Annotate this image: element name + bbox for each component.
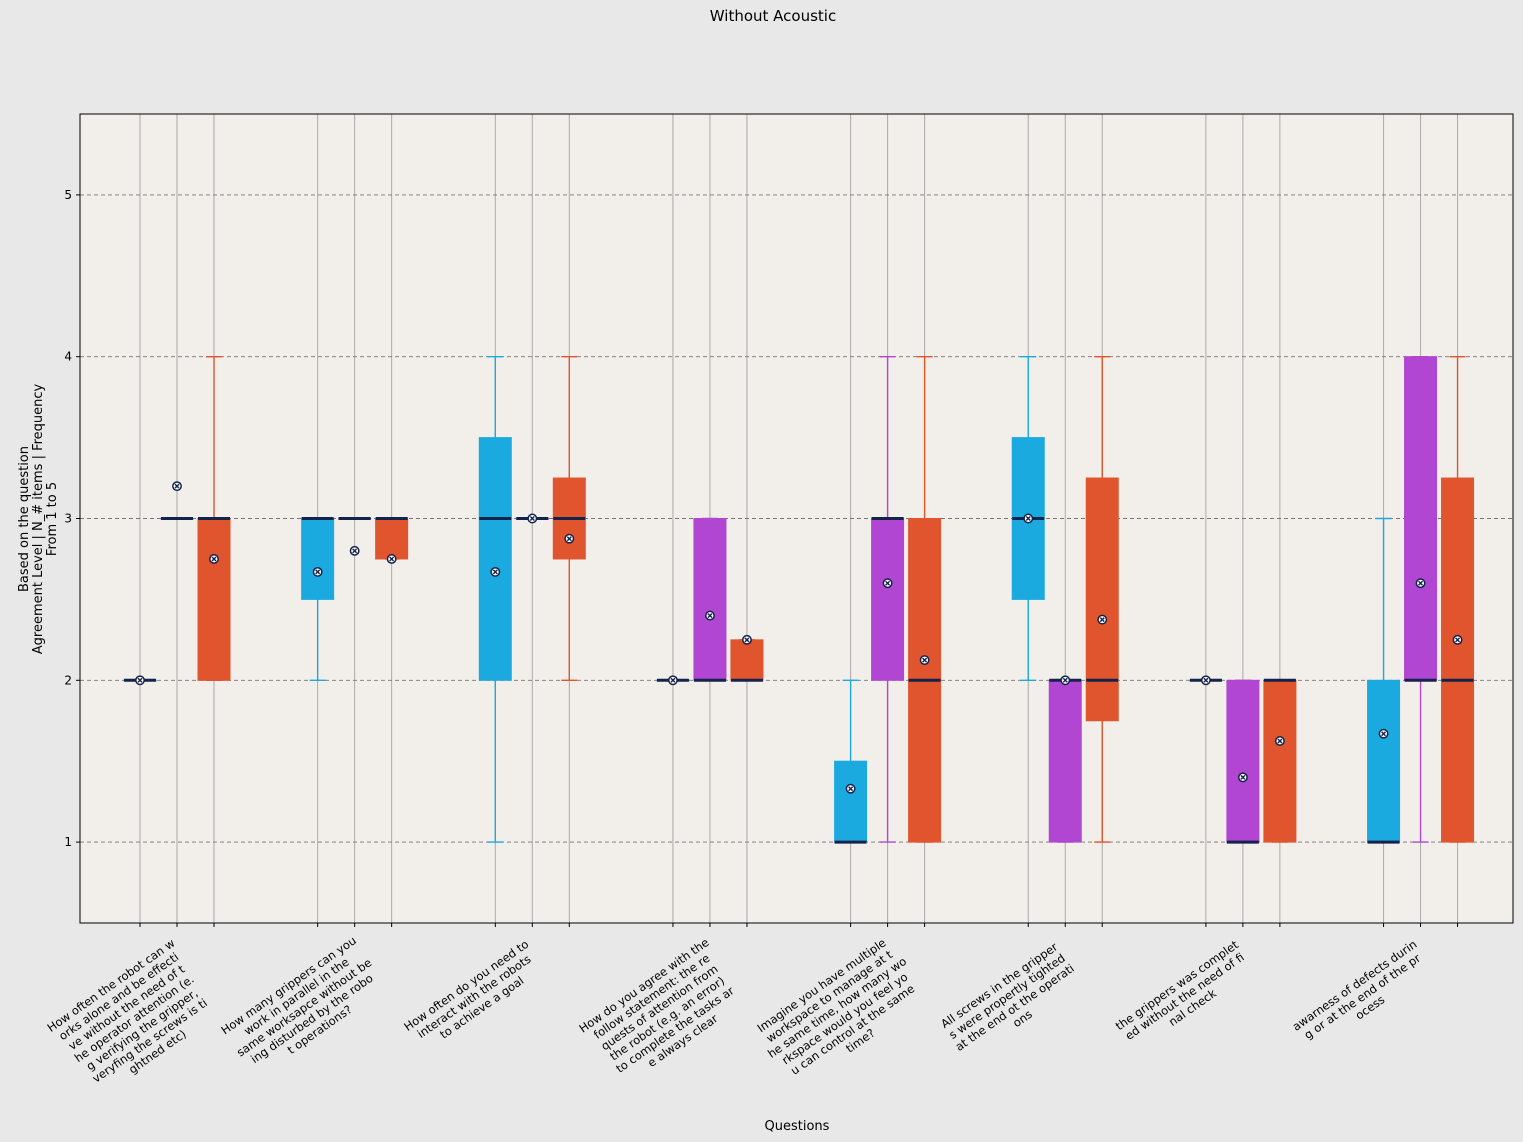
box-series_2 <box>515 513 549 524</box>
mean-marker-cross <box>744 637 750 643</box>
box-series_1 <box>478 356 512 843</box>
box-series_3 <box>1263 678 1297 843</box>
box-iqr <box>1367 679 1401 843</box>
y-tick-label: 1 <box>64 835 72 849</box>
box-series_1 <box>123 675 157 686</box>
mean-marker-cross <box>389 556 395 562</box>
mean-marker-cross <box>529 516 535 521</box>
box-series_2 <box>1048 675 1082 843</box>
box-iqr <box>301 518 335 600</box>
box-series_3 <box>552 356 586 681</box>
y-axis-ticks: 1 2 3 4 5 <box>64 188 80 849</box>
box-series_2 <box>693 517 727 682</box>
mean-marker-cross <box>566 536 572 542</box>
y-axis-label-line: From 1 to 5 <box>45 482 60 556</box>
mean-marker-cross <box>885 580 891 586</box>
box-iqr <box>1085 477 1119 722</box>
y-tick-label: 2 <box>64 673 72 687</box>
mean-marker-cross <box>707 613 713 619</box>
x-axis-label: Questions <box>765 1119 830 1134</box>
mean-marker-cross <box>1025 516 1031 521</box>
box-series_2 <box>160 481 194 520</box>
y-tick-label: 4 <box>64 350 72 364</box>
mean-marker-cross <box>352 548 358 554</box>
box-series_1 <box>1189 675 1223 686</box>
box-series_2 <box>1404 356 1438 843</box>
mean-marker-cross <box>174 483 180 489</box>
box-series_2 <box>871 356 905 843</box>
box-iqr <box>730 639 764 681</box>
box-iqr <box>197 518 231 681</box>
box-iqr <box>1441 477 1475 843</box>
box-series_2 <box>1226 679 1260 844</box>
box-series_3 <box>1085 356 1119 843</box>
box-series_3 <box>197 356 231 681</box>
y-axis-label: Based on the questionAgreement Level | N… <box>17 383 60 654</box>
box-iqr <box>871 518 905 681</box>
mean-marker-cross <box>1455 637 1461 643</box>
box-series_1 <box>656 675 690 686</box>
mean-marker-cross <box>1418 580 1424 586</box>
mean-marker-cross <box>1099 617 1105 623</box>
box-iqr <box>1404 356 1438 681</box>
mean-marker-cross <box>492 569 498 575</box>
box-series_1 <box>301 517 335 681</box>
chart-title: Without Acoustic <box>710 7 836 25</box>
box-series_2 <box>338 517 372 556</box>
box-series_1 <box>834 679 868 844</box>
box-series_3 <box>730 634 764 682</box>
box-iqr <box>1226 679 1260 843</box>
box-iqr <box>375 518 409 560</box>
box-series_1 <box>1367 517 1401 844</box>
mean-marker-cross <box>1381 731 1387 737</box>
mean-marker-cross <box>848 786 854 792</box>
mean-marker-cross <box>315 569 321 575</box>
mean-marker-cross <box>670 677 676 683</box>
mean-marker-cross <box>137 677 143 683</box>
mean-marker-cross <box>922 657 928 663</box>
box-series <box>123 356 1475 844</box>
mean-marker-cross <box>1062 677 1068 683</box>
box-iqr <box>1263 679 1297 843</box>
box-iqr <box>1048 679 1082 843</box>
mean-marker-cross <box>1277 738 1283 744</box>
box-series_3 <box>908 356 942 843</box>
box-series_3 <box>1441 356 1475 843</box>
box-series_3 <box>375 517 409 564</box>
box-iqr <box>693 518 727 681</box>
mean-marker-cross <box>1203 677 1209 683</box>
mean-marker-cross <box>211 556 217 562</box>
box-series_1 <box>1011 356 1045 681</box>
box-iqr <box>478 437 512 681</box>
y-axis-label-line: Based on the question <box>17 446 32 592</box>
mean-marker-cross <box>1240 774 1246 780</box>
y-tick-label: 5 <box>64 188 72 202</box>
x-axis-ticks <box>139 923 1459 927</box>
y-axis-label-line: Agreement Level | N_# items | Frequency <box>31 383 46 654</box>
y-tick-label: 3 <box>64 512 72 526</box>
box-iqr <box>834 760 868 843</box>
